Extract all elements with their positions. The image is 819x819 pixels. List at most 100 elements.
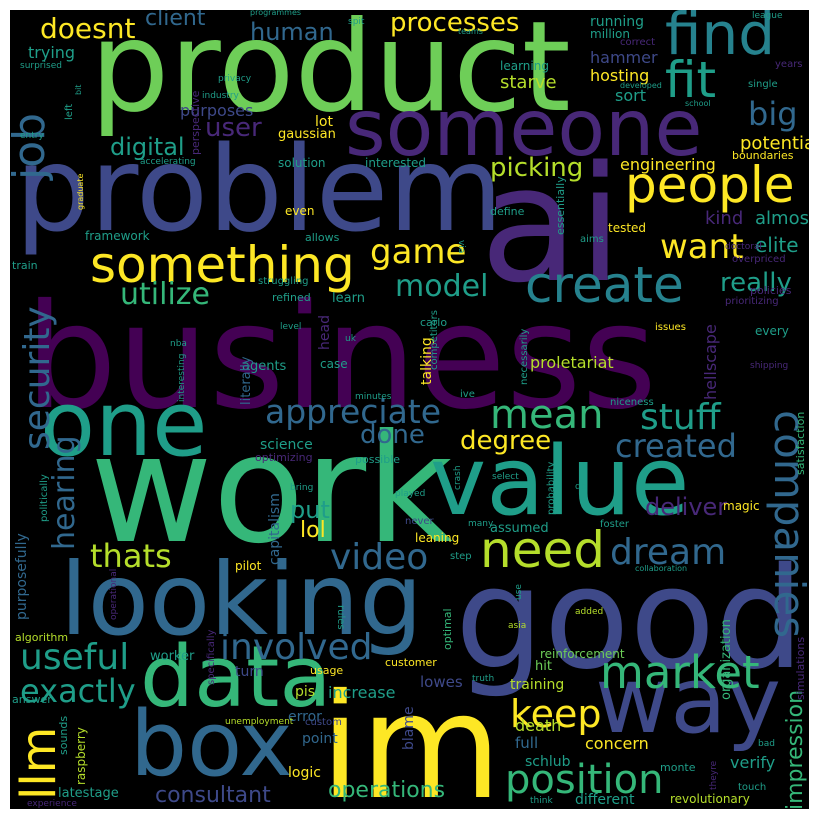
word-hellscape: hellscape — [701, 324, 720, 400]
word-interesting: interesting — [177, 353, 187, 402]
word-left: left — [64, 103, 75, 120]
word-aims: aims — [580, 234, 604, 245]
word-programmes: programmes — [250, 10, 302, 17]
word-step: step — [450, 551, 472, 562]
word-stuff: stuff — [640, 397, 721, 438]
word-struggling: struggling — [258, 276, 309, 287]
word-raspberry: raspberry — [74, 727, 88, 785]
word-one: one — [40, 372, 208, 477]
word-essentially: essentially — [554, 176, 567, 235]
word-monte: monte — [660, 761, 696, 774]
word-niceness: niceness — [610, 397, 654, 408]
word-box: box — [130, 692, 293, 797]
word-played: played — [395, 489, 426, 499]
word-never: never — [405, 516, 434, 527]
word-think: think — [530, 796, 553, 806]
word-user: user — [205, 113, 262, 143]
word-years: years — [775, 59, 803, 70]
word-framework: framework — [85, 229, 150, 243]
word-job: job — [10, 112, 55, 180]
word-tested: tested — [608, 221, 647, 235]
word-developed: developed — [620, 81, 662, 90]
word-purposefully: purposefully — [14, 533, 30, 620]
word-utilize: utilize — [120, 277, 210, 312]
word-training: training — [510, 677, 565, 693]
word-processes: processes — [390, 10, 520, 38]
word-pis: pis — [295, 684, 316, 700]
word-hearing: hearing — [47, 435, 82, 550]
word-learn: learn — [332, 291, 365, 306]
word-problem: problem — [15, 120, 504, 258]
word-single: single — [748, 79, 778, 90]
word-work: work — [90, 403, 453, 577]
word-product: product — [90, 10, 571, 140]
word-looking: looking — [60, 541, 423, 658]
word-uk: uk — [345, 334, 356, 344]
word-privacy: privacy — [218, 74, 252, 84]
word-security: security — [17, 306, 58, 450]
word-custom: custom — [305, 717, 342, 728]
word-death: death — [515, 716, 562, 735]
word-science: science — [260, 437, 313, 453]
word-turn: turn — [235, 664, 264, 680]
word-asia: asia — [508, 621, 527, 631]
word-consultant: consultant — [155, 783, 271, 808]
word-solution: solution — [278, 156, 326, 170]
word-league: league — [752, 11, 783, 21]
word-big: big — [748, 95, 798, 133]
word-kind: kind — [705, 208, 744, 229]
word-surprised: surprised — [20, 61, 62, 71]
word-picking: picking — [490, 153, 584, 183]
word-nba: nba — [170, 339, 187, 349]
word-possible: possible — [355, 453, 401, 466]
word-trying: trying — [28, 43, 76, 62]
word-agents: agents — [242, 359, 287, 374]
word-data: data — [140, 628, 332, 727]
word-optimizing: optimizing — [255, 451, 313, 464]
word-probability: probability — [546, 461, 557, 515]
word-experience: experience — [27, 799, 77, 809]
word-every: every — [755, 324, 789, 338]
word-interested: interested — [365, 156, 427, 170]
word-thats: thats — [90, 537, 172, 575]
word-crash: crash — [453, 465, 463, 490]
word-done: done — [360, 420, 425, 450]
word-allows: allows — [305, 231, 340, 244]
word-full: full — [515, 734, 539, 752]
word-graduate: graduate — [76, 173, 85, 210]
word-position: position — [505, 757, 664, 803]
word-lot: lot — [315, 114, 333, 130]
word-entry: entry — [20, 131, 44, 141]
word-bad: bad — [758, 739, 775, 749]
word-something: something — [90, 236, 355, 294]
word-hit: hit — [535, 659, 552, 674]
word-keep: keep — [510, 692, 602, 736]
word-concern: concern — [585, 734, 649, 753]
word-proletariat: proletariat — [530, 353, 614, 372]
word-latestage: latestage — [58, 786, 119, 801]
word-magic: magic — [723, 499, 760, 513]
word-leaning: leaning — [415, 531, 460, 545]
word-potential: potential — [740, 133, 809, 154]
word-verify: verify — [730, 753, 776, 772]
word-increase: increase — [328, 683, 396, 702]
word-satisfaction: satisfaction — [794, 411, 807, 475]
word-literally: literally — [239, 356, 254, 405]
word-video: video — [330, 537, 429, 578]
word-mean: mean — [490, 392, 604, 438]
word-market: market — [600, 646, 760, 699]
word-engineering: engineering — [620, 155, 716, 174]
word-good: good — [455, 538, 805, 701]
word-simulations: simulations — [794, 636, 807, 700]
word-reinforcement: reinforcement — [540, 647, 625, 661]
word-correct: correct — [620, 37, 656, 48]
word-issues: issues — [655, 322, 686, 333]
word-create: create — [525, 256, 684, 314]
word-level: level — [280, 322, 302, 332]
word-hosting: hosting — [590, 66, 650, 85]
word-lol: lol — [300, 518, 326, 543]
word-accelerating: accelerating — [140, 157, 196, 167]
word-assumed: assumed — [490, 521, 549, 536]
word-industry: industry — [202, 91, 239, 101]
word-sort: sort — [615, 86, 646, 105]
